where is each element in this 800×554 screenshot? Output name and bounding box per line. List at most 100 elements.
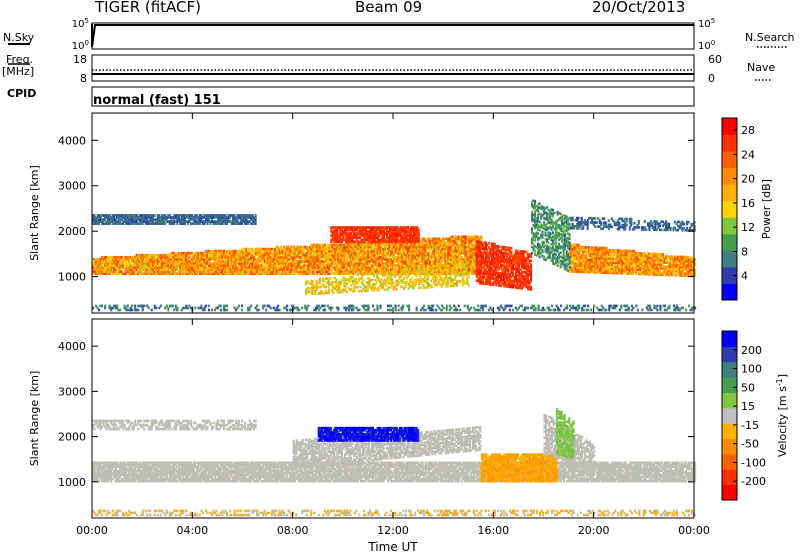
power-cell — [107, 270, 110, 273]
power-cell — [383, 264, 387, 267]
power-cell — [218, 251, 221, 255]
power-cell — [400, 260, 403, 263]
power-cell — [453, 251, 456, 255]
power-cell — [430, 243, 433, 247]
power-cell — [221, 214, 224, 217]
power-cell — [141, 258, 144, 261]
power-cell — [348, 236, 351, 240]
power-cell — [317, 249, 320, 253]
power-cell — [253, 255, 256, 259]
power-cell — [152, 220, 155, 223]
power-cell — [314, 264, 317, 267]
power-cell — [293, 268, 296, 271]
power-cell — [400, 253, 403, 257]
power-cell — [185, 216, 188, 219]
power-cell — [275, 245, 278, 249]
power-cell — [334, 251, 337, 255]
power-cell — [210, 253, 213, 257]
power-cell — [101, 268, 104, 271]
power-cell — [417, 258, 420, 261]
power-cell — [353, 255, 356, 259]
power-cell — [320, 253, 323, 257]
power-cell — [374, 270, 378, 273]
power-cell — [274, 247, 277, 251]
power-cell — [353, 249, 356, 253]
power-cell — [147, 264, 150, 267]
power-cell — [441, 245, 444, 249]
power-cell — [322, 260, 325, 263]
power-cell — [408, 249, 411, 253]
power-cell — [336, 236, 339, 240]
power-cell — [298, 266, 301, 269]
power-cell — [391, 266, 394, 269]
power-cell — [382, 264, 385, 267]
power-cell — [132, 262, 135, 265]
power-cell — [435, 262, 438, 265]
power-cell — [367, 240, 371, 244]
power-cell — [257, 268, 260, 271]
power-cell — [225, 270, 229, 273]
power-cell — [135, 258, 138, 261]
power-cell — [225, 260, 229, 263]
power-cell — [176, 258, 179, 261]
power-cell — [293, 255, 296, 259]
power-cell — [350, 272, 353, 275]
power-cell — [227, 258, 230, 261]
power-cell — [362, 264, 366, 267]
power-cell — [132, 258, 135, 261]
power-cell — [436, 239, 439, 243]
power-cell — [317, 262, 320, 265]
power-cell — [206, 251, 209, 255]
power-cell — [140, 258, 143, 261]
power-cell — [426, 253, 429, 257]
power-cell — [230, 262, 233, 265]
power-cell — [311, 243, 314, 247]
power-cell — [368, 266, 372, 269]
power-cell — [126, 222, 129, 225]
power-cell — [101, 222, 104, 225]
power-cell — [358, 251, 361, 255]
power-cell — [210, 218, 213, 221]
power-cell — [234, 255, 238, 259]
power-cell — [143, 255, 146, 259]
power-cell — [281, 251, 284, 255]
power-cell — [92, 270, 95, 273]
power-cell — [242, 249, 245, 253]
power-cell — [448, 255, 451, 259]
power-cell — [459, 258, 462, 261]
power-cell — [460, 255, 463, 259]
power-cell — [233, 255, 236, 259]
power-cell — [257, 272, 260, 275]
power-cell — [155, 260, 158, 263]
power-cell — [319, 264, 322, 267]
power-cell — [364, 249, 367, 253]
power-cell — [186, 268, 189, 271]
power-cell — [256, 251, 259, 255]
power-cell — [343, 262, 346, 265]
power-cell — [379, 251, 382, 255]
power-cell — [355, 236, 358, 240]
power-cell — [257, 255, 260, 259]
power-cell — [242, 262, 245, 265]
power-cell — [277, 268, 280, 271]
power-cell — [408, 255, 411, 259]
power-cell — [167, 258, 170, 261]
power-cell — [374, 264, 378, 267]
power-cell — [173, 251, 176, 255]
power-cell — [361, 228, 365, 231]
power-cell — [447, 260, 450, 263]
power-cell — [278, 268, 281, 271]
power-cell — [188, 268, 191, 271]
power-cell — [379, 264, 382, 267]
power-cell — [480, 239, 483, 243]
power-cell — [466, 249, 469, 253]
power-cell — [339, 234, 342, 238]
power-cell — [383, 247, 387, 251]
power-cell — [323, 272, 326, 275]
power-cell — [93, 220, 96, 223]
power-cell — [376, 268, 379, 271]
power-cell — [469, 258, 472, 261]
power-cell — [365, 264, 369, 267]
power-cell — [198, 216, 201, 219]
power-cell — [210, 266, 213, 269]
